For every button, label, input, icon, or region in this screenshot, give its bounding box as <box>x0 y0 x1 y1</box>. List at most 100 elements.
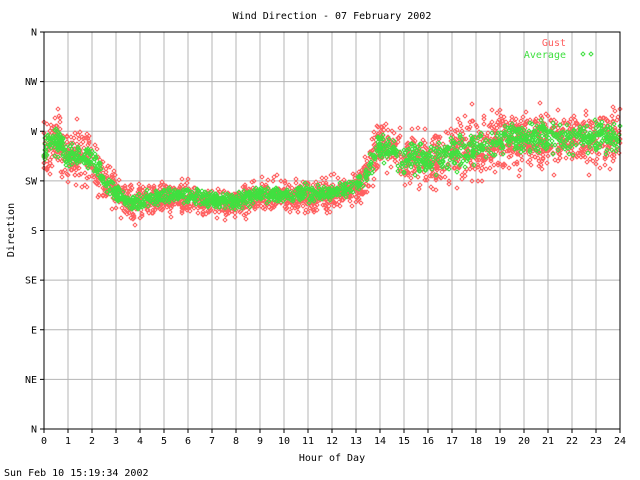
average-point <box>274 198 280 204</box>
gust-point <box>467 166 473 172</box>
average-point <box>416 146 422 152</box>
gust-point <box>150 210 156 216</box>
average-point <box>447 157 453 163</box>
average-point <box>544 137 550 143</box>
gust-point <box>437 174 443 180</box>
average-point <box>557 130 563 136</box>
average-point <box>592 143 598 149</box>
x-tick-label: 7 <box>209 436 215 447</box>
average-point <box>498 133 504 139</box>
x-tick-label: 8 <box>233 436 239 447</box>
gust-point <box>405 140 411 146</box>
average-point <box>543 146 549 152</box>
gust-point <box>612 125 618 131</box>
gust-point <box>601 115 607 121</box>
gust-point <box>104 173 110 179</box>
gust-point <box>381 123 387 129</box>
gust-point <box>422 126 428 132</box>
gust-point <box>415 174 421 180</box>
average-point <box>412 172 418 178</box>
gust-point <box>612 108 618 114</box>
gust-point <box>442 166 448 172</box>
average-point <box>478 142 484 148</box>
gust-point <box>610 119 616 125</box>
gust-point <box>366 183 372 189</box>
gust-point <box>569 156 575 162</box>
gust-point <box>600 143 606 149</box>
average-point <box>47 141 53 147</box>
gust-point <box>371 142 377 148</box>
average-point <box>433 172 439 178</box>
average-point <box>168 195 174 201</box>
gust-point <box>555 107 561 113</box>
gust-point <box>596 151 602 157</box>
average-point <box>604 133 610 139</box>
average-point <box>509 129 515 135</box>
average-point <box>366 162 372 168</box>
average-point <box>604 136 610 142</box>
gust-point <box>64 139 70 145</box>
gust-point <box>302 210 308 216</box>
gust-point <box>480 153 486 159</box>
gust-point <box>52 115 58 121</box>
average-point <box>356 186 362 192</box>
average-point <box>96 160 102 166</box>
average-point <box>379 154 385 160</box>
average-point <box>288 197 294 203</box>
gust-point <box>442 174 448 180</box>
gust-point <box>371 176 377 182</box>
average-point <box>212 191 218 197</box>
average-point <box>480 147 486 153</box>
gust-point <box>179 176 185 182</box>
average-point <box>57 132 63 138</box>
average-point <box>598 123 604 129</box>
gust-point <box>364 163 370 169</box>
gust-point <box>185 176 191 182</box>
gust-point <box>158 205 164 211</box>
gust-point <box>271 174 277 180</box>
gust-point <box>349 193 355 199</box>
average-point <box>253 195 259 201</box>
gust-point <box>515 151 521 157</box>
average-point <box>342 187 348 193</box>
average-point <box>481 140 487 146</box>
average-point <box>273 185 279 191</box>
average-point <box>83 160 89 166</box>
gust-point <box>443 129 449 135</box>
average-point <box>514 128 520 134</box>
average-point <box>588 133 594 139</box>
average-point <box>541 127 547 133</box>
average-point <box>211 198 217 204</box>
gust-point <box>262 206 268 212</box>
gust-point <box>64 133 70 139</box>
gust-point <box>313 179 319 185</box>
average-point <box>199 188 205 194</box>
gust-point <box>480 161 486 167</box>
gust-point <box>469 101 475 107</box>
x-tick-label: 16 <box>422 436 434 447</box>
average-point <box>319 191 325 197</box>
gust-point <box>308 203 314 209</box>
gust-point <box>374 165 380 171</box>
average-point <box>59 139 65 145</box>
average-point <box>134 193 140 199</box>
average-point <box>597 144 603 150</box>
gust-point <box>517 167 523 173</box>
average-point <box>356 174 362 180</box>
average-point <box>204 195 210 201</box>
gust-point <box>57 119 63 125</box>
average-point <box>77 155 83 161</box>
gust-point <box>323 206 329 212</box>
average-point <box>383 141 389 147</box>
average-point <box>98 173 104 179</box>
gust-point <box>488 158 494 164</box>
gust-point <box>364 158 370 164</box>
x-tick-label: 5 <box>161 436 167 447</box>
average-point <box>391 144 397 150</box>
average-point <box>309 193 315 199</box>
average-point <box>373 145 379 151</box>
gust-point <box>453 136 459 142</box>
gust-point <box>139 211 145 217</box>
gust-point <box>311 209 317 215</box>
average-point <box>591 136 597 142</box>
